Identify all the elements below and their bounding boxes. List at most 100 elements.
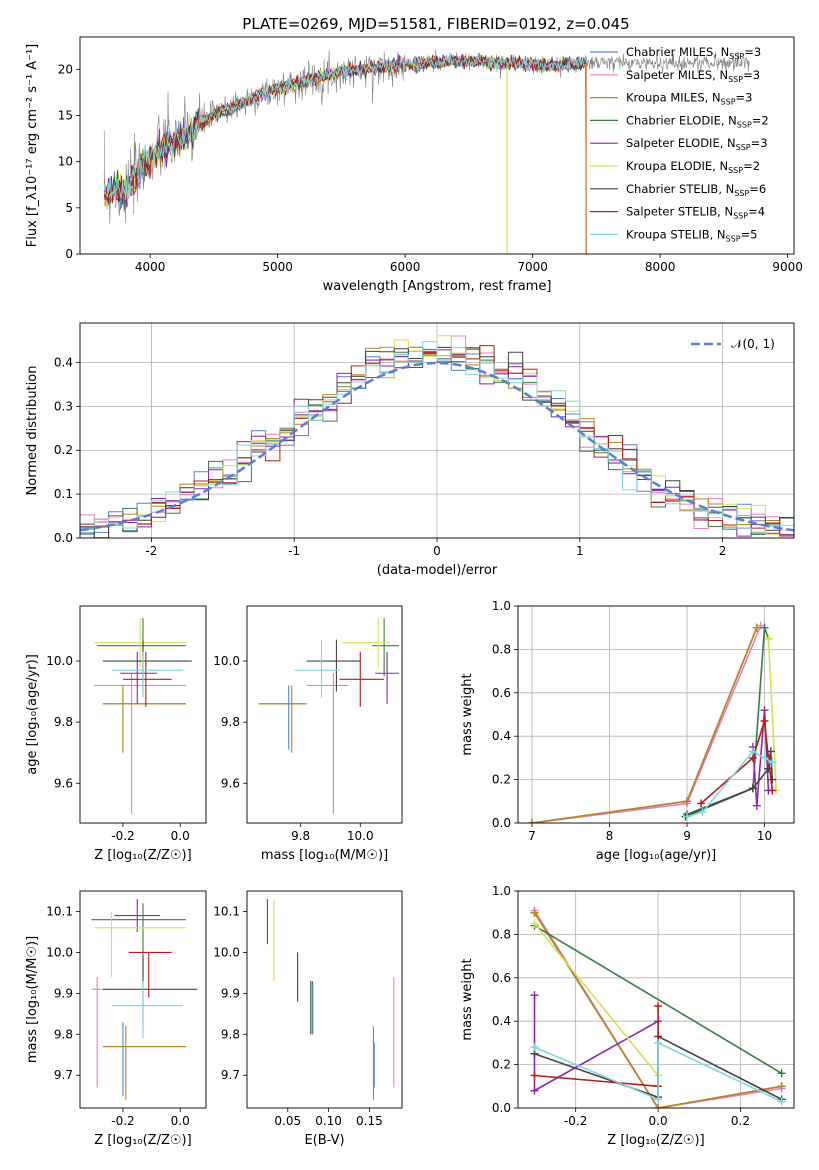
weight-marker: [760, 706, 769, 715]
x-tick-label: 10: [757, 829, 772, 843]
weight-marker: [768, 775, 777, 784]
legend-entry: Chabrier ELODIE, NSSP=2: [626, 113, 769, 129]
weight-marker: [764, 634, 773, 643]
legend-subscript: SSP: [726, 234, 741, 243]
y-tick-label: 10.0: [213, 945, 240, 959]
plot-area: [530, 906, 786, 1108]
y-tick-label: 0.2: [54, 443, 73, 457]
y-tick-label: 9.8: [221, 1027, 240, 1041]
plot-area: [94, 618, 192, 814]
x-tick-label: 8: [606, 829, 614, 843]
legend-text-end: =2: [752, 113, 769, 127]
weight-marker: [768, 758, 777, 767]
panel-weight-vs-z: -0.2 0.0 0.2 0.0 0.2 0.4 0.6 0.8 1.0 Z [log₁₀(Z/Z…: [460, 884, 795, 1148]
y-tick-label: 0.2: [492, 773, 511, 787]
y-tick-label: 1.0: [492, 599, 511, 613]
y-tick-label: 9.8: [221, 715, 240, 729]
weight-marker: [654, 1104, 663, 1108]
legend-subscript: SSP: [728, 75, 743, 84]
x-tick-label: -1: [288, 544, 300, 558]
weight-marker: [654, 1038, 663, 1047]
y-tick-label: 10.0: [213, 654, 240, 668]
y-tick-label: 1.0: [492, 884, 511, 898]
weight-marker: [527, 819, 536, 823]
y-tick-label: 0.4: [492, 1014, 511, 1028]
x-tick-label: 0.05: [274, 1114, 301, 1128]
weight-marker: [683, 797, 692, 806]
weight-marker: [654, 1095, 663, 1104]
weight-marker: [768, 786, 777, 795]
weight-marker: [530, 1071, 539, 1080]
y-axis-label: Normed distribution: [25, 366, 40, 496]
x-tick-label: 9: [683, 829, 691, 843]
legend-subscript: SSP: [734, 189, 749, 198]
x-tick-label: 9.8: [291, 829, 310, 843]
y-tick-label: 10: [58, 155, 73, 169]
x-tick-label: 0.0: [171, 1114, 190, 1128]
weight-marker: [530, 1043, 539, 1052]
x-tick-label: 0.15: [356, 1114, 383, 1128]
weight-line: [534, 1041, 782, 1103]
x-tick-label: 4000: [135, 260, 166, 274]
x-axis-label: (data-model)/error: [377, 563, 498, 578]
weight-line: [767, 638, 777, 791]
legend-text: Salpeter MILES, N: [626, 68, 728, 82]
legend-text: Salpeter ELODIE, N: [626, 136, 736, 150]
legend-text-end: =6: [749, 182, 766, 196]
axes-frame: [79, 36, 795, 255]
weight-marker: [777, 1097, 786, 1106]
y-tick-label: 0.0: [492, 816, 511, 830]
y-tick-label: 9.9: [221, 986, 240, 1000]
weight-marker: [698, 808, 707, 817]
x-tick-label: 2: [719, 544, 727, 558]
axes-frame: [517, 605, 795, 824]
panel-mass-vs-z: -0.2 0.0 9.7 9.8 9.9 10.0 10.1 Z [log₁₀(Z/Z☉)] m…: [25, 890, 207, 1148]
y-tick-label: 10.0: [46, 654, 73, 668]
weight-marker: [696, 799, 705, 808]
x-tick-label: 9000: [772, 260, 803, 274]
y-tick-label: 9.8: [54, 715, 73, 729]
x-tick-label: -2: [145, 544, 157, 558]
y-tick-label: 10.1: [213, 904, 240, 918]
weight-marker: [760, 623, 769, 632]
legend-text-end: =3: [744, 45, 761, 59]
y-tick-label: 20: [58, 62, 73, 76]
legend-text: Chabrier ELODIE, N: [626, 113, 737, 127]
x-tick-label: 7000: [517, 260, 548, 274]
plot-area: [527, 621, 781, 823]
y-tick-label: 0.1: [54, 487, 73, 501]
y-tick-label: 9.8: [54, 1027, 73, 1041]
y-tick-label: 0.8: [492, 927, 511, 941]
x-tick-label: 5000: [262, 260, 293, 274]
weight-line: [534, 925, 783, 1074]
y-tick-label: 0.4: [492, 729, 511, 743]
x-tick-label: 0.2: [731, 1114, 750, 1128]
y-tick-label: 0.3: [54, 399, 73, 413]
legend-text: Kroupa ELODIE, N: [626, 159, 728, 173]
legend-text: Salpeter STELIB, N: [626, 205, 733, 219]
x-tick-label: 0.0: [649, 1114, 668, 1128]
plot-area: [80, 335, 794, 538]
x-tick-label: 8000: [645, 260, 676, 274]
legend-text: Chabrier MILES, N: [626, 45, 729, 59]
weight-marker: [752, 801, 761, 810]
weight-marker: [777, 1082, 786, 1091]
weight-line: [533, 922, 659, 1077]
x-axis-label: mass [log₁₀(M/M☉)]: [261, 848, 388, 863]
legend-entry: Salpeter ELODIE, NSSP=3: [626, 136, 768, 152]
axes-frame: [79, 605, 207, 824]
x-tick-label: 0.0: [171, 829, 190, 843]
weight-marker: [530, 1086, 539, 1095]
legend-subscript: SSP: [733, 212, 748, 221]
legend-entry: Kroupa STELIB, NSSP=5: [626, 227, 757, 243]
panel-spectrum: 4000 5000 6000 7000 8000 9000 0 5 10 15 20 waveleng…: [25, 36, 803, 294]
legend-entry: Salpeter STELIB, NSSP=4: [626, 205, 765, 221]
x-tick-label: 7: [528, 829, 536, 843]
y-tick-label: 5: [65, 201, 73, 215]
weight-marker: [654, 1002, 663, 1011]
x-tick-label: 0: [433, 544, 441, 558]
y-axis-label: Flux [f_λ10⁻¹⁷ erg cm⁻² s⁻¹ A⁻¹]: [25, 44, 40, 248]
y-tick-label: 15: [58, 108, 73, 122]
y-axis-label: mass weight: [460, 958, 475, 1040]
